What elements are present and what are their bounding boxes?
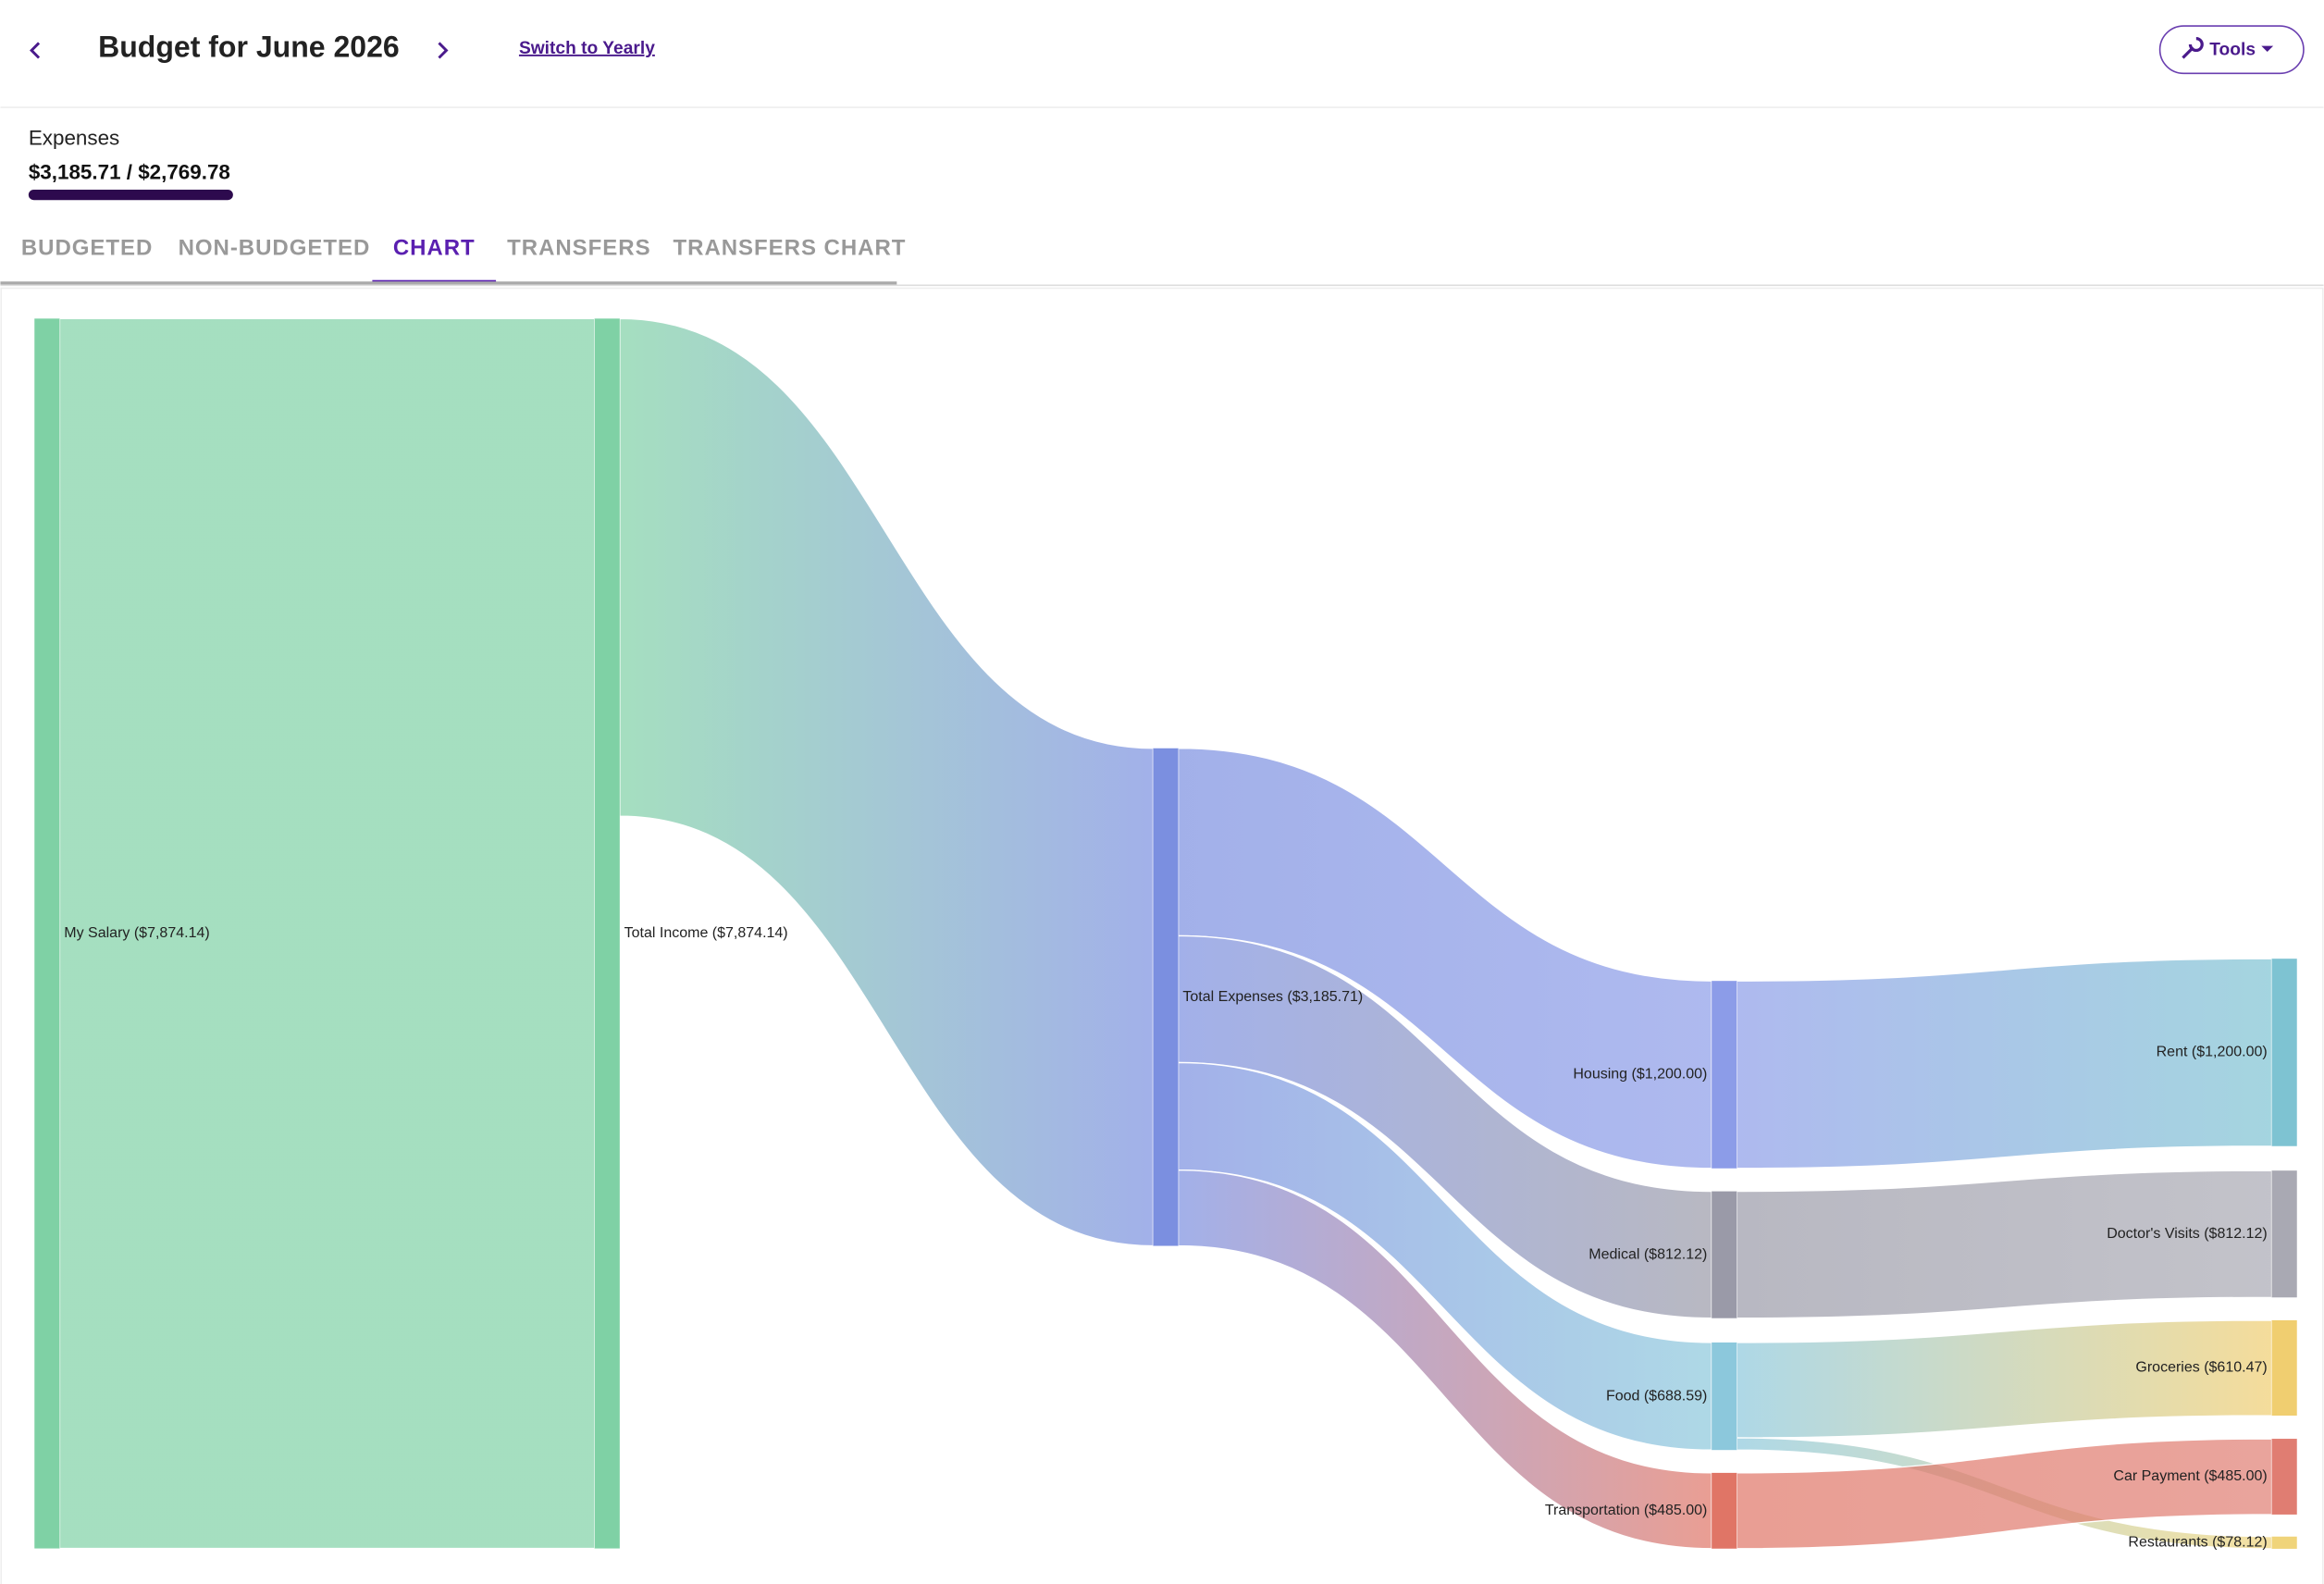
tools-label: Tools <box>2209 41 2256 60</box>
node-label: Housing ($1,200.00) <box>1573 1067 1707 1083</box>
node-label: Car Payment ($485.00) <box>2113 1468 2267 1484</box>
dropdown-caret <box>2261 45 2274 53</box>
sankey-node <box>2271 1439 2297 1515</box>
node-label: Rent ($1,200.00) <box>2157 1045 2268 1060</box>
node-label: Total Expenses ($3,185.71) <box>1182 989 1363 1005</box>
tab[interactable]: CHART <box>393 235 476 260</box>
sankey-link <box>1736 958 2273 1169</box>
summary-label: Expenses <box>29 126 119 149</box>
node-label: Restaurants ($78.12) <box>2128 1535 2267 1551</box>
tab[interactable]: TRANSFERS CHART <box>674 235 907 260</box>
sankey-node <box>594 318 620 1549</box>
sankey-node <box>1712 1342 1737 1451</box>
sankey-node <box>2271 959 2297 1146</box>
node-label: Doctor's Visits ($812.12) <box>2107 1226 2268 1242</box>
sankey-node <box>1153 748 1179 1246</box>
sankey-node <box>1712 1191 1737 1318</box>
sankey-chart: My Salary ($7,874.14) Total Income ($7,87… <box>34 317 2297 1551</box>
tab[interactable]: NON-BUDGETED <box>179 235 371 260</box>
sankey-node <box>2271 1319 2297 1416</box>
next-button[interactable] <box>438 42 449 59</box>
tools-button[interactable] <box>2158 25 2305 75</box>
summary-amount: $3,185.71 / $2,769.78 <box>29 160 230 183</box>
prev-button[interactable] <box>30 42 41 59</box>
sankey-node <box>2271 1170 2297 1298</box>
node-label: My Salary ($7,874.14) <box>64 925 209 941</box>
node-label: Transportation ($485.00) <box>1545 1503 1708 1518</box>
expense-progress <box>28 189 233 201</box>
sankey-link <box>1736 1169 2273 1319</box>
node-label: Total Income ($7,874.14) <box>624 925 788 941</box>
sankey-link <box>1736 1319 2273 1439</box>
sankey-node <box>1712 1472 1737 1549</box>
switch-link[interactable]: Switch to Yearly <box>519 39 655 58</box>
node-label: Medical ($812.12) <box>1588 1246 1707 1262</box>
tab[interactable]: TRANSFERS <box>507 235 650 260</box>
tab[interactable]: BUDGETED <box>21 235 153 260</box>
sankey-node <box>34 318 60 1549</box>
sankey-node <box>2271 1536 2297 1549</box>
page-title: Budget for June 2026 <box>98 30 400 63</box>
wrench-icon <box>2182 37 2204 59</box>
node-label: Groceries ($610.47) <box>2135 1360 2267 1376</box>
chart-panel <box>0 287 2324 1584</box>
sankey-node <box>1712 981 1737 1169</box>
node-label: Food ($688.59) <box>1606 1388 1707 1404</box>
